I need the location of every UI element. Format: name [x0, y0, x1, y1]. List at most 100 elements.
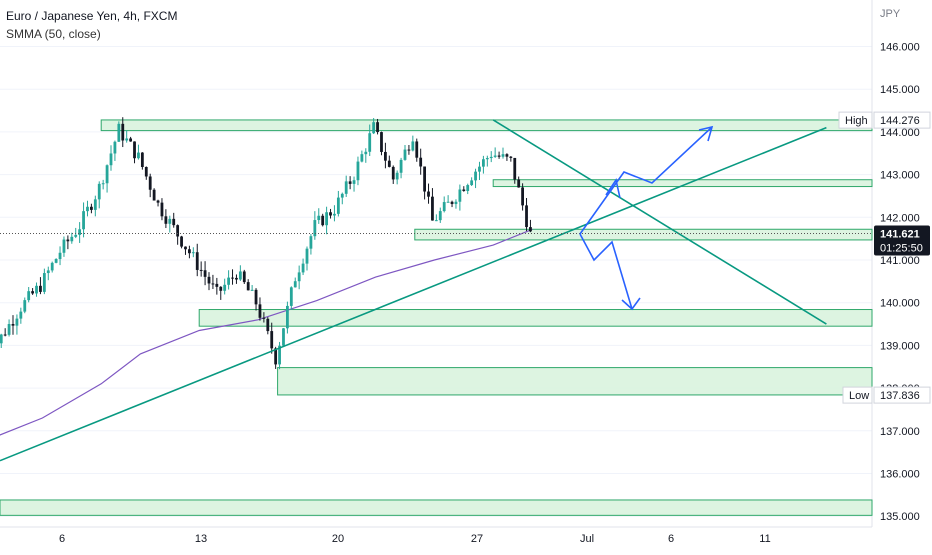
- symbol-title[interactable]: Euro / Japanese Yen, 4h, FXCM: [6, 9, 178, 23]
- candle-body: [517, 179, 521, 188]
- candle-body: [309, 236, 313, 249]
- candle-body: [340, 193, 344, 198]
- candle-body: [152, 189, 156, 201]
- chart-legend[interactable]: Euro / Japanese Yen, 4h, FXCM SMMA (50, …: [6, 7, 177, 43]
- candle-body: [391, 166, 395, 180]
- candle-body: [333, 213, 336, 216]
- candle-body: [501, 154, 505, 157]
- candle-body: [203, 270, 207, 277]
- candle-body: [525, 205, 528, 228]
- candle-body: [403, 149, 407, 160]
- candle-body: [231, 277, 234, 279]
- candle-body: [140, 152, 144, 168]
- price-tick-label: 135.000: [880, 511, 920, 523]
- candle-body: [50, 262, 54, 271]
- candle-body: [160, 202, 164, 217]
- candle-body: [352, 180, 356, 184]
- candle-body: [235, 277, 238, 280]
- candle-body: [262, 317, 266, 319]
- time-tick-label: Jul: [580, 533, 594, 545]
- candle-body: [223, 284, 227, 291]
- price-tick-label: 136.000: [880, 469, 920, 481]
- price-tick-label: 144.000: [880, 127, 920, 139]
- time-tick-label: 20: [332, 533, 344, 545]
- high-label: High: [845, 115, 868, 127]
- candle-body: [301, 263, 305, 273]
- candle-body: [505, 154, 509, 157]
- candle-body: [164, 216, 168, 224]
- price-tick-label: 141.000: [880, 255, 920, 267]
- arrow-up-head-2: [698, 125, 714, 142]
- candle-body: [317, 215, 321, 221]
- price-tick-label: 137.000: [880, 426, 920, 438]
- candle-body: [109, 153, 113, 166]
- candle-body: [101, 183, 105, 185]
- candle-body: [364, 151, 368, 155]
- candle-body: [384, 151, 387, 161]
- price-tick-label: 145.000: [880, 84, 920, 96]
- candle-body: [117, 123, 121, 142]
- price-axis[interactable]: JPY 146.000 145.000 144.000 143.000 142.000 14…: [838, 8, 931, 523]
- indicator-label[interactable]: SMMA (50, close): [6, 27, 101, 41]
- gridlines: [0, 0, 873, 528]
- smma-layer: [0, 228, 533, 436]
- candle-body: [387, 160, 391, 167]
- candle-body: [258, 304, 262, 318]
- zones-layer: [0, 119, 873, 516]
- candle-body: [297, 272, 301, 282]
- candle-body: [66, 239, 70, 242]
- candle-body: [395, 172, 399, 180]
- candle-body: [11, 324, 15, 326]
- trendlines-layer: [0, 119, 872, 462]
- candle-body: [156, 200, 160, 203]
- candle-body: [113, 141, 117, 154]
- low-label: Low: [849, 390, 869, 402]
- time-tick-label: 6: [668, 533, 674, 545]
- candle-body: [482, 159, 485, 167]
- high-value: 144.276: [880, 115, 920, 127]
- last-price-value: 141.621: [880, 228, 920, 240]
- candle-body: [62, 239, 66, 253]
- candle-body: [176, 225, 180, 237]
- candle-body: [282, 328, 285, 346]
- candle-body: [415, 141, 419, 158]
- zone-rect-4: [277, 367, 873, 396]
- candle-body: [42, 273, 46, 292]
- price-tick-label: 139.000: [880, 340, 920, 352]
- candle-body: [438, 211, 442, 221]
- candle-body: [513, 157, 517, 180]
- candle-body: [434, 220, 438, 222]
- candle-body: [529, 227, 532, 232]
- low-tag: [842, 386, 873, 404]
- candle-body: [46, 270, 50, 274]
- high-value-tag: [873, 111, 931, 129]
- candle-body: [191, 252, 195, 254]
- candle-body: [211, 283, 215, 285]
- candle-body: [454, 201, 458, 205]
- candle-body: [125, 138, 129, 141]
- candle-body: [35, 285, 38, 294]
- candle-body: [54, 259, 58, 263]
- candle-body: [427, 191, 430, 197]
- countdown-timer: 01:25:50: [880, 242, 923, 254]
- time-axis[interactable]: 6 13 20 27 Jul 6 11: [59, 533, 771, 545]
- candle-body: [360, 154, 364, 162]
- candle-body: [74, 234, 78, 237]
- candle-body: [431, 196, 434, 221]
- candle-body: [470, 180, 474, 186]
- smma-line: [0, 228, 533, 436]
- candle-body: [313, 220, 317, 237]
- price-tick-label: 146.000: [880, 42, 920, 54]
- candle-body: [250, 289, 254, 291]
- candle-body: [207, 276, 211, 284]
- candle-body: [97, 183, 101, 200]
- candle-body: [450, 201, 454, 205]
- candle-body: [356, 161, 360, 181]
- price-tick-label: 142.000: [880, 212, 920, 224]
- zone-rect-0: [100, 119, 873, 132]
- time-tick-label: 13: [195, 533, 207, 545]
- price-tick-label: 143.000: [880, 170, 920, 182]
- candle-body: [144, 167, 148, 177]
